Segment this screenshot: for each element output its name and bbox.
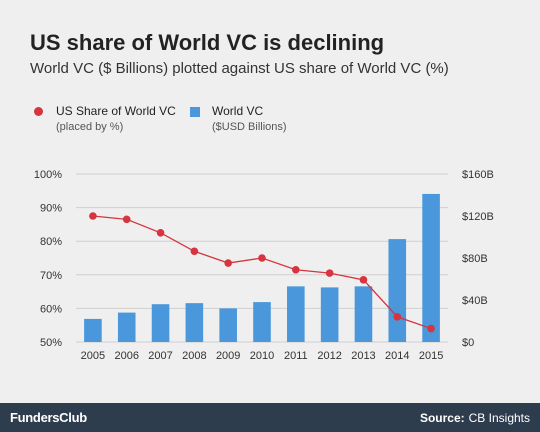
point-us-share [122, 215, 131, 224]
source-label: Source: [419, 411, 465, 425]
point-us-share [190, 247, 199, 256]
point-us-share [89, 212, 97, 220]
y-left-tick-label: 70% [40, 270, 62, 282]
bar-world-vc [422, 193, 440, 342]
bar-world-vc [117, 312, 136, 342]
legend-dot-icon [34, 107, 43, 116]
bar-world-vc [287, 286, 305, 342]
point-us-share [156, 229, 165, 237]
y-left-tick-label: 100% [34, 169, 62, 181]
x-tick-label: 2011 [284, 350, 308, 362]
x-tick-label: 2008 [182, 350, 206, 362]
x-tick-label: 2009 [216, 350, 240, 362]
y-right-tick-label: $40B [462, 295, 488, 307]
x-tick-label: 2006 [114, 350, 138, 362]
source-credit: Source: CB Insights [420, 411, 530, 425]
chart-subtitle: World VC ($ Billions) plotted against US… [30, 60, 449, 77]
point-us-share [393, 313, 402, 321]
x-tick-label: 2012 [317, 350, 341, 362]
chart-title: US share of World VC is declining [30, 30, 385, 55]
bar-world-vc [354, 286, 373, 342]
bar-world-vc [185, 303, 204, 342]
point-us-share [427, 324, 435, 333]
point-us-share [224, 259, 232, 267]
source-value: CB Insights [468, 411, 530, 425]
point-us-share [292, 265, 300, 274]
footer-bar: FundersClub Source: CB Insights [0, 403, 540, 432]
x-tick-label: 2015 [419, 350, 443, 362]
brand-logo: FundersClub [10, 410, 87, 425]
bar-world-vc [253, 302, 271, 342]
legend-bar-icon [190, 107, 200, 117]
x-tick-label: 2014 [385, 350, 409, 362]
legend-label: World VC [212, 104, 264, 118]
y-right-tick-label: $0 [462, 337, 474, 349]
bar-world-vc [320, 287, 339, 342]
bar-world-vc [388, 239, 407, 342]
y-right-tick-label: $160B [462, 169, 494, 181]
x-tick-label: 2013 [351, 350, 375, 362]
bar-world-vc [84, 318, 102, 342]
y-left-tick-label: 80% [40, 236, 62, 248]
x-tick-label: 2007 [148, 350, 172, 362]
legend-sublabel: ($USD Billions) [212, 121, 287, 133]
y-left-tick-label: 60% [40, 303, 62, 315]
bar-world-vc [151, 304, 170, 342]
x-tick-label: 2005 [81, 350, 105, 362]
legend-sublabel: (placed by %) [56, 121, 124, 133]
chart-svg: 50% 60% 70% 80% 90% 100% $0 $40B $80B $120B $160B 2… [34, 169, 494, 362]
y-right-tick-label: $80B [462, 253, 488, 265]
point-us-share [359, 276, 368, 284]
point-us-share [258, 254, 266, 262]
y-left-tick-label: 50% [40, 337, 62, 349]
y-left-tick-label: 90% [40, 203, 62, 215]
legend-label: US Share of World VC [56, 104, 176, 118]
x-tick-label: 2010 [250, 350, 274, 362]
y-right-tick-label: $120B [462, 211, 494, 223]
point-us-share [325, 269, 334, 277]
bar-world-vc [219, 308, 237, 342]
